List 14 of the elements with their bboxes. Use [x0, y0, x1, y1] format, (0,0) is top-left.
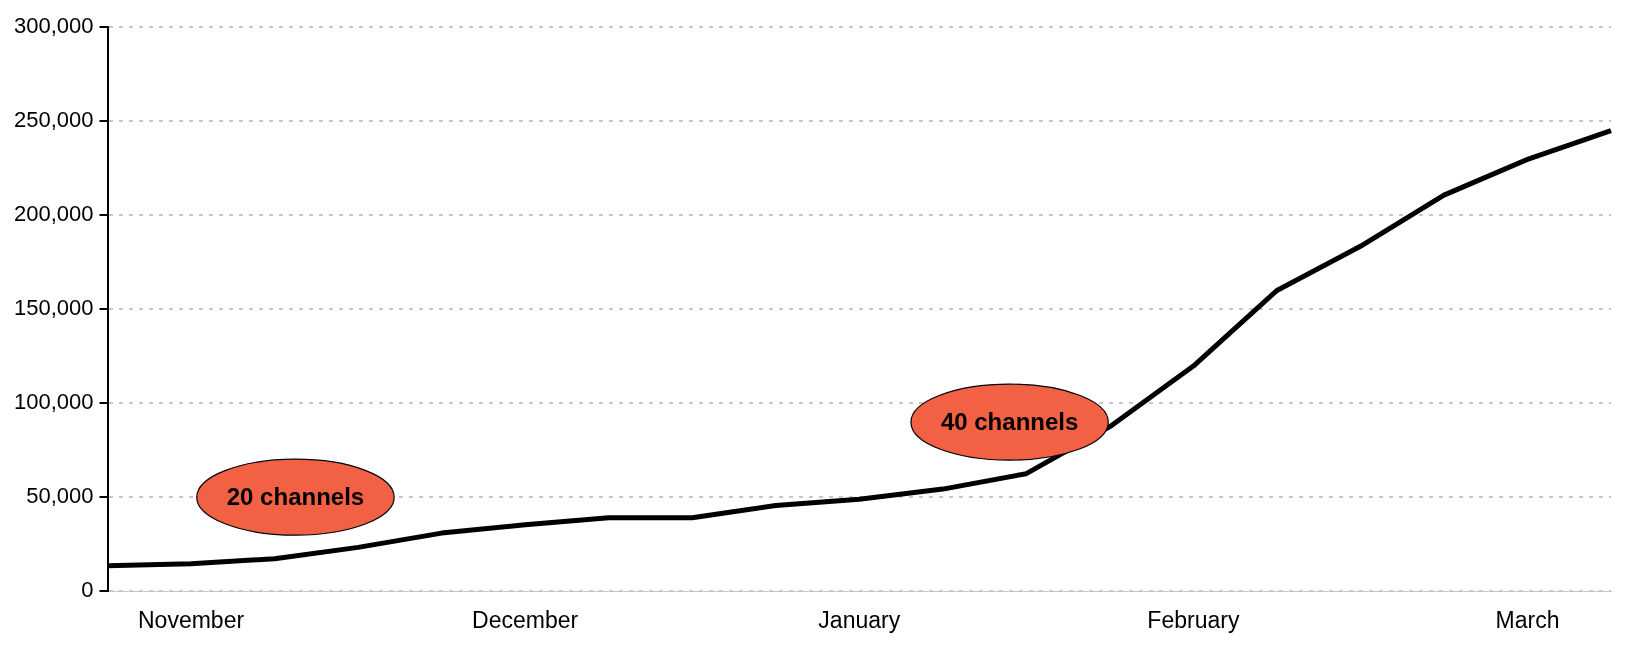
- x-tick-label: December: [472, 606, 579, 633]
- annotation: 20 channels: [226, 482, 365, 510]
- x-tick-label: March: [1495, 606, 1560, 633]
- x-tick-label: January: [818, 606, 901, 633]
- y-tick-label: 150,000: [13, 295, 94, 321]
- y-tick-label: 0: [81, 577, 94, 603]
- y-tick-label: 50,000: [26, 483, 94, 509]
- annotation: 40 channels: [940, 407, 1079, 435]
- y-tick-label: 100,000: [13, 389, 94, 415]
- y-tick-label: 300,000: [13, 13, 94, 39]
- x-tick-label: November: [138, 606, 245, 633]
- x-tick-label: February: [1147, 606, 1240, 633]
- y-tick-label: 200,000: [13, 201, 94, 227]
- y-tick-label: 250,000: [13, 107, 94, 133]
